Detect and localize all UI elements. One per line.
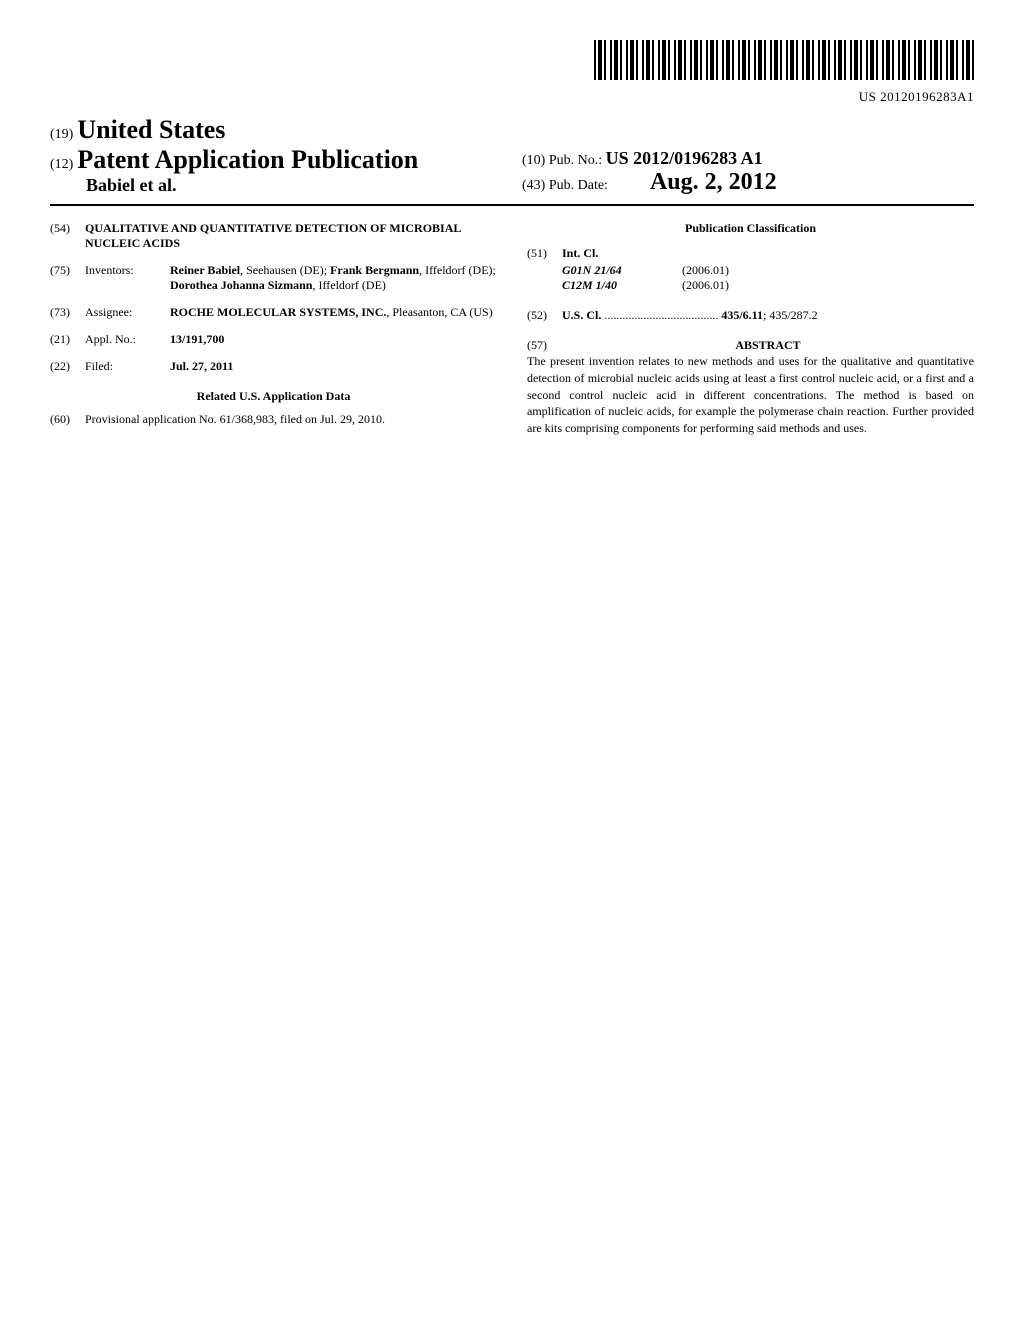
related-text: Provisional application No. 61/368,983, … (85, 412, 385, 427)
us-cl-code: (52) (527, 308, 562, 323)
filed-row: (22) Filed: Jul. 27, 2011 (50, 359, 497, 374)
filed-code: (22) (50, 359, 85, 374)
assignee-name: ROCHE MOLECULAR SYSTEMS, INC. (170, 305, 386, 319)
inventors-row: (75) Inventors: Reiner Babiel, Seehausen… (50, 263, 497, 293)
applno-code: (21) (50, 332, 85, 347)
assignee-value: ROCHE MOLECULAR SYSTEMS, INC., Pleasanto… (170, 305, 497, 320)
inventor-loc-2: , Iffeldorf (DE) (312, 278, 385, 292)
filed-value: Jul. 27, 2011 (170, 359, 497, 374)
left-column: (54) QUALITATIVE AND QUANTITATIVE DETECT… (50, 221, 497, 437)
us-cl-row: (52) U.S. Cl. ..........................… (527, 308, 974, 323)
inventor-name-1: Frank Bergmann (330, 263, 419, 277)
inventors-code: (75) (50, 263, 85, 293)
int-cl-code: (51) (527, 246, 562, 261)
abstract-text: The present invention relates to new met… (527, 353, 974, 437)
related-heading: Related U.S. Application Data (50, 389, 497, 404)
authors: Babiel et al. (50, 175, 502, 196)
right-header: (10) Pub. No.: US 2012/0196283 A1 (43) P… (502, 148, 974, 196)
assignee-label: Assignee: (85, 305, 170, 320)
pub-num-code: (10) (522, 153, 545, 168)
assignee-row: (73) Assignee: ROCHE MOLECULAR SYSTEMS, … (50, 305, 497, 320)
title-text: QUALITATIVE AND QUANTITATIVE DETECTION O… (85, 221, 497, 251)
filed-label: Filed: (85, 359, 170, 374)
pub-type-line: (12) Patent Application Publication (50, 145, 502, 175)
inventor-loc-0: , Seehausen (DE); (240, 263, 327, 277)
abstract-heading: ABSTRACT (562, 338, 974, 353)
barcode-image (594, 40, 974, 80)
int-cl-class-1: C12M 1/40 (562, 278, 682, 293)
inventors-value: Reiner Babiel, Seehausen (DE); Frank Ber… (170, 263, 497, 293)
pub-num: US 2012/0196283 A1 (606, 148, 763, 168)
applno-row: (21) Appl. No.: 13/191,700 (50, 332, 497, 347)
abstract-code: (57) (527, 338, 562, 353)
left-header: (19) United States (12) Patent Applicati… (50, 115, 502, 196)
inventors-label: Inventors: (85, 263, 170, 293)
int-cl-class-0: G01N 21/64 (562, 263, 682, 278)
main-content: (54) QUALITATIVE AND QUANTITATIVE DETECT… (50, 221, 974, 437)
us-cl-value-bold: 435/6.11 (721, 308, 763, 322)
int-cl-year-0: (2006.01) (682, 263, 974, 278)
pub-date-line: (43) Pub. Date: Aug. 2, 2012 (522, 169, 974, 196)
applno-label: Appl. No.: (85, 332, 170, 347)
int-cl-year-1: (2006.01) (682, 278, 974, 293)
us-cl-label: U.S. Cl. (562, 308, 601, 322)
title-code: (54) (50, 221, 85, 251)
pub-date: Aug. 2, 2012 (650, 169, 777, 195)
pub-num-label: Pub. No.: (549, 153, 602, 168)
country-line: (19) United States (50, 115, 502, 145)
abstract-heading-row: (57) ABSTRACT (527, 338, 974, 353)
header-row: (19) United States (12) Patent Applicati… (50, 115, 974, 196)
pub-date-label: Pub. Date: (549, 178, 608, 193)
assignee-loc: , Pleasanton, CA (US) (386, 305, 492, 319)
pub-date-code: (43) (522, 178, 545, 193)
int-cl-entry-0: G01N 21/64 (2006.01) (562, 263, 974, 278)
pub-type: Patent Application Publication (77, 145, 418, 174)
inventor-name-0: Reiner Babiel (170, 263, 240, 277)
pub-type-code: (12) (50, 157, 73, 172)
country-name: United States (77, 115, 225, 144)
inventor-loc-1: , Iffeldorf (DE); (419, 263, 496, 277)
barcode-number: US 20120196283A1 (50, 89, 974, 105)
int-cl-row: (51) Int. Cl. (527, 246, 974, 261)
related-row: (60) Provisional application No. 61/368,… (85, 412, 497, 427)
us-cl-fill: U.S. Cl. ...............................… (562, 308, 974, 323)
right-column: Publication Classification (51) Int. Cl.… (527, 221, 974, 437)
us-cl-dots: ...................................... (601, 308, 718, 322)
inventor-name-2: Dorothea Johanna Sizmann (170, 278, 312, 292)
pub-num-line: (10) Pub. No.: US 2012/0196283 A1 (522, 148, 974, 169)
assignee-code: (73) (50, 305, 85, 320)
divider (50, 204, 974, 206)
us-cl-value-rest: ; 435/287.2 (763, 308, 818, 322)
classification-heading: Publication Classification (527, 221, 974, 236)
title-row: (54) QUALITATIVE AND QUANTITATIVE DETECT… (50, 221, 497, 251)
related-code: (60) (50, 412, 85, 427)
int-cl-label: Int. Cl. (562, 246, 647, 261)
applno-value: 13/191,700 (170, 332, 497, 347)
int-cl-entry-1: C12M 1/40 (2006.01) (562, 278, 974, 293)
barcode-section: US 20120196283A1 (50, 40, 974, 105)
country-code: (19) (50, 127, 73, 142)
